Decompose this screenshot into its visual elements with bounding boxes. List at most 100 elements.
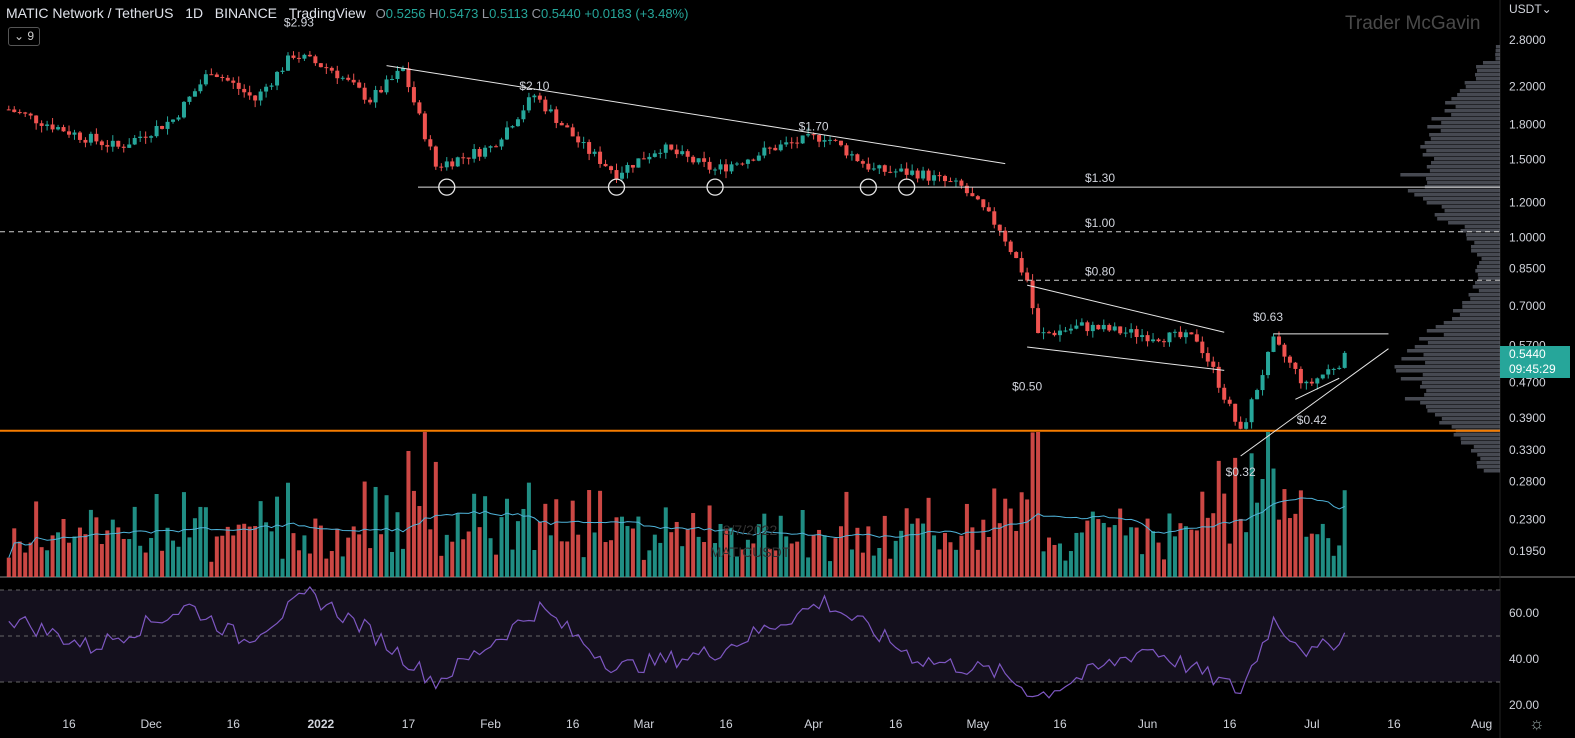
candle-body [313, 56, 318, 64]
volume-bar [483, 496, 488, 577]
candle-body [422, 113, 427, 140]
candle-body [707, 161, 712, 170]
price-axis-tick: 0.2300 [1509, 512, 1546, 526]
interval[interactable]: 1D [185, 5, 204, 21]
candle-body [149, 136, 154, 138]
volume-profile-bar [1455, 105, 1500, 109]
time-axis-tick: 16 [1053, 717, 1067, 731]
support-touch-marker [898, 178, 916, 196]
volume-bar [444, 534, 449, 577]
indicator-collapse-button[interactable]: ⌄ 9 [8, 27, 40, 46]
candle-body [581, 142, 586, 144]
volume-bar [351, 526, 356, 577]
candle-body [291, 55, 296, 58]
volume-bar [718, 523, 723, 577]
volume-bar [619, 516, 624, 577]
volume-bar [324, 558, 329, 577]
candle-body [302, 54, 307, 59]
candle-body [154, 126, 159, 137]
candle-body [1189, 332, 1194, 335]
volume-profile-bar [1457, 93, 1500, 97]
volume-profile-bar [1478, 277, 1500, 281]
volume-bar [964, 503, 969, 577]
volume-bar [663, 507, 668, 577]
volume-bar [1276, 519, 1281, 577]
volume-bar [680, 546, 685, 577]
price-level-label: $1.00 [1085, 216, 1115, 230]
volume-bar [220, 535, 225, 577]
candle-body [915, 170, 920, 179]
candle-body [1194, 334, 1199, 342]
watermark: Trader McGavin [1345, 13, 1481, 34]
price-axis-tick: 0.3300 [1509, 443, 1546, 457]
time-axis-tick: Dec [140, 717, 161, 731]
volume-bar [1129, 527, 1134, 577]
volume-bar [1068, 551, 1073, 577]
candle-body [433, 146, 438, 167]
candle-body [603, 163, 608, 167]
volume-bar [669, 532, 674, 577]
volume-bar [428, 529, 433, 577]
price-axis-tick: 2.8000 [1509, 33, 1546, 47]
indicator-count: 9 [27, 29, 35, 43]
candle-body [171, 119, 176, 122]
candle-body [1260, 375, 1265, 391]
candle-body [280, 70, 285, 72]
volume-profile-bar [1495, 53, 1500, 57]
volume-bar [357, 534, 362, 577]
candle-body [515, 119, 520, 127]
volume-bar [515, 521, 520, 577]
candle-body [773, 147, 778, 151]
candle-body [340, 77, 345, 79]
volume-bar [231, 535, 236, 577]
volume-bar [160, 550, 165, 577]
volume-profile-bar [1475, 269, 1500, 273]
volume-profile-bar [1445, 101, 1500, 105]
candle-body [932, 175, 937, 181]
volume-bar [45, 550, 50, 577]
currency-label: USDT [1509, 2, 1542, 16]
volume-bar [833, 538, 838, 577]
currency-selector[interactable]: USDT⌄ [1509, 2, 1552, 16]
trendline [1240, 348, 1389, 457]
time-axis-tick: Mar [634, 717, 655, 731]
candle-body [318, 63, 323, 68]
volume-bar [981, 519, 986, 577]
volume-bar [1255, 502, 1260, 577]
volume-bar [1266, 432, 1271, 577]
candle-body [986, 207, 991, 212]
rsi-axis-tick: 60.00 [1509, 606, 1539, 620]
trendline [1027, 346, 1225, 371]
price-axis-tick: 2.2000 [1509, 79, 1546, 93]
candle-body [28, 113, 33, 116]
candle-body [494, 146, 499, 148]
volume-profile-bar [1429, 133, 1500, 137]
volume-bar [603, 542, 608, 577]
change-value: +0.0183 (+3.48%) [584, 6, 689, 21]
volume-profile-bar [1464, 81, 1500, 85]
candle-body [1101, 324, 1106, 330]
volume-bar [1337, 545, 1342, 577]
price-annotation: $1.70 [799, 120, 829, 134]
candle-body [1162, 341, 1166, 343]
volume-profile-bar [1462, 305, 1500, 309]
candle-body [483, 147, 488, 157]
price-axis-tick: 0.7000 [1509, 299, 1546, 313]
candle-body [34, 115, 39, 124]
volume-bar [192, 518, 197, 577]
trendline [1295, 377, 1340, 400]
gear-icon[interactable]: ☼ [1529, 714, 1545, 733]
candle-body [466, 157, 471, 159]
volume-bar [871, 555, 876, 577]
volume-bar [559, 541, 564, 577]
volume-bar [138, 545, 143, 577]
volume-profile-bar [1407, 349, 1500, 353]
volume-bar [1008, 508, 1013, 577]
volume-profile-bar [1421, 381, 1500, 385]
candle-body [477, 149, 482, 157]
candle-body [543, 99, 548, 112]
volume-bar [1096, 519, 1101, 577]
symbol-name[interactable]: MATIC Network / TetherUS [6, 5, 174, 21]
candle-body [1041, 332, 1046, 334]
